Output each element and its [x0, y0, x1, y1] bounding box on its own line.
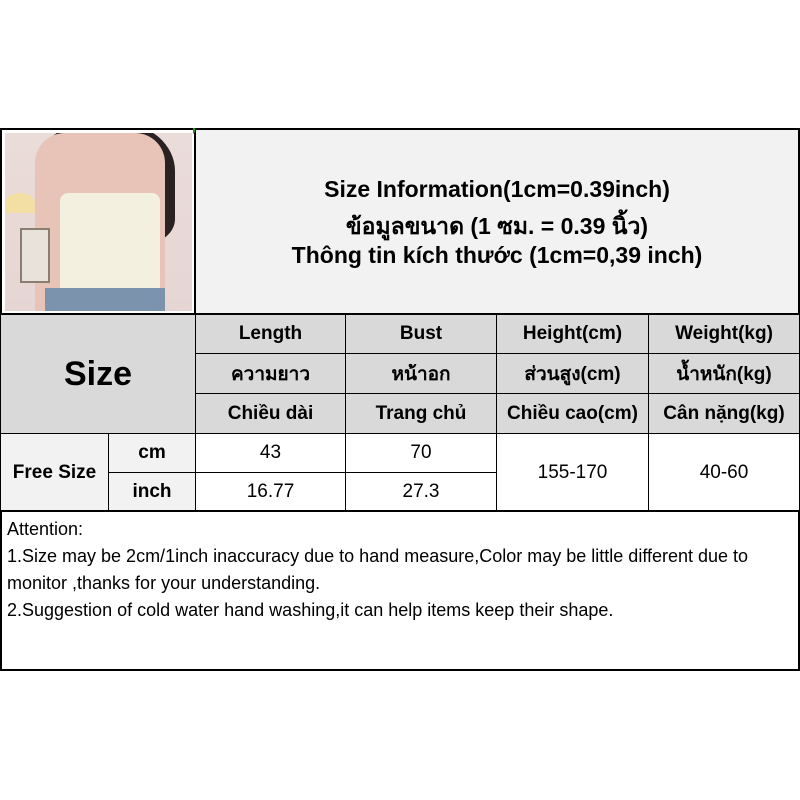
col-bust-en: Bust [345, 314, 497, 354]
attention-notes: Attention: 1.Size may be 2cm/1inch inacc… [0, 510, 800, 671]
title-thai: ข้อมูลขนาด (1 ซม. = 0.39 นิ้ว) [345, 213, 649, 239]
size-name: Free Size [0, 433, 109, 512]
col-weight-en: Weight(kg) [648, 314, 800, 354]
attention-heading: Attention: [7, 519, 84, 539]
length-inch: 16.77 [195, 472, 346, 512]
bust-cm: 70 [345, 433, 497, 473]
height-range: 155-170 [496, 433, 649, 512]
col-weight-th: น้ำหนัก(kg) [648, 353, 800, 394]
title-vietnamese: Thông tin kích thước (1cm=0,39 inch) [291, 242, 703, 268]
col-height-th: ส่วนสูง(cm) [496, 353, 649, 394]
attention-note-1: 1.Size may be 2cm/1inch inaccuracy due t… [7, 546, 749, 593]
col-length-vi: Chiều dài [195, 393, 346, 434]
size-label: Size [0, 314, 196, 434]
title-cell: Size Information(1cm=0.39inch) ข้อมูลขนา… [195, 128, 800, 315]
title-english: Size Information(1cm=0.39inch) [324, 176, 670, 202]
unit-inch: inch [108, 472, 196, 512]
col-weight-vi: Cân nặng(kg) [648, 393, 800, 434]
col-bust-th: หน้าอก [345, 353, 497, 394]
col-height-vi: Chiều cao(cm) [496, 393, 649, 434]
col-length-en: Length [195, 314, 346, 354]
unit-cm: cm [108, 433, 196, 473]
bust-inch: 27.3 [345, 472, 497, 512]
attention-note-2: 2.Suggestion of cold water hand washing,… [7, 600, 614, 620]
product-photo [5, 133, 192, 311]
weight-range: 40-60 [648, 433, 800, 512]
length-cm: 43 [195, 433, 346, 473]
col-bust-vi: Trang chủ [345, 393, 497, 434]
col-height-en: Height(cm) [496, 314, 649, 354]
col-length-th: ความยาว [195, 353, 346, 394]
